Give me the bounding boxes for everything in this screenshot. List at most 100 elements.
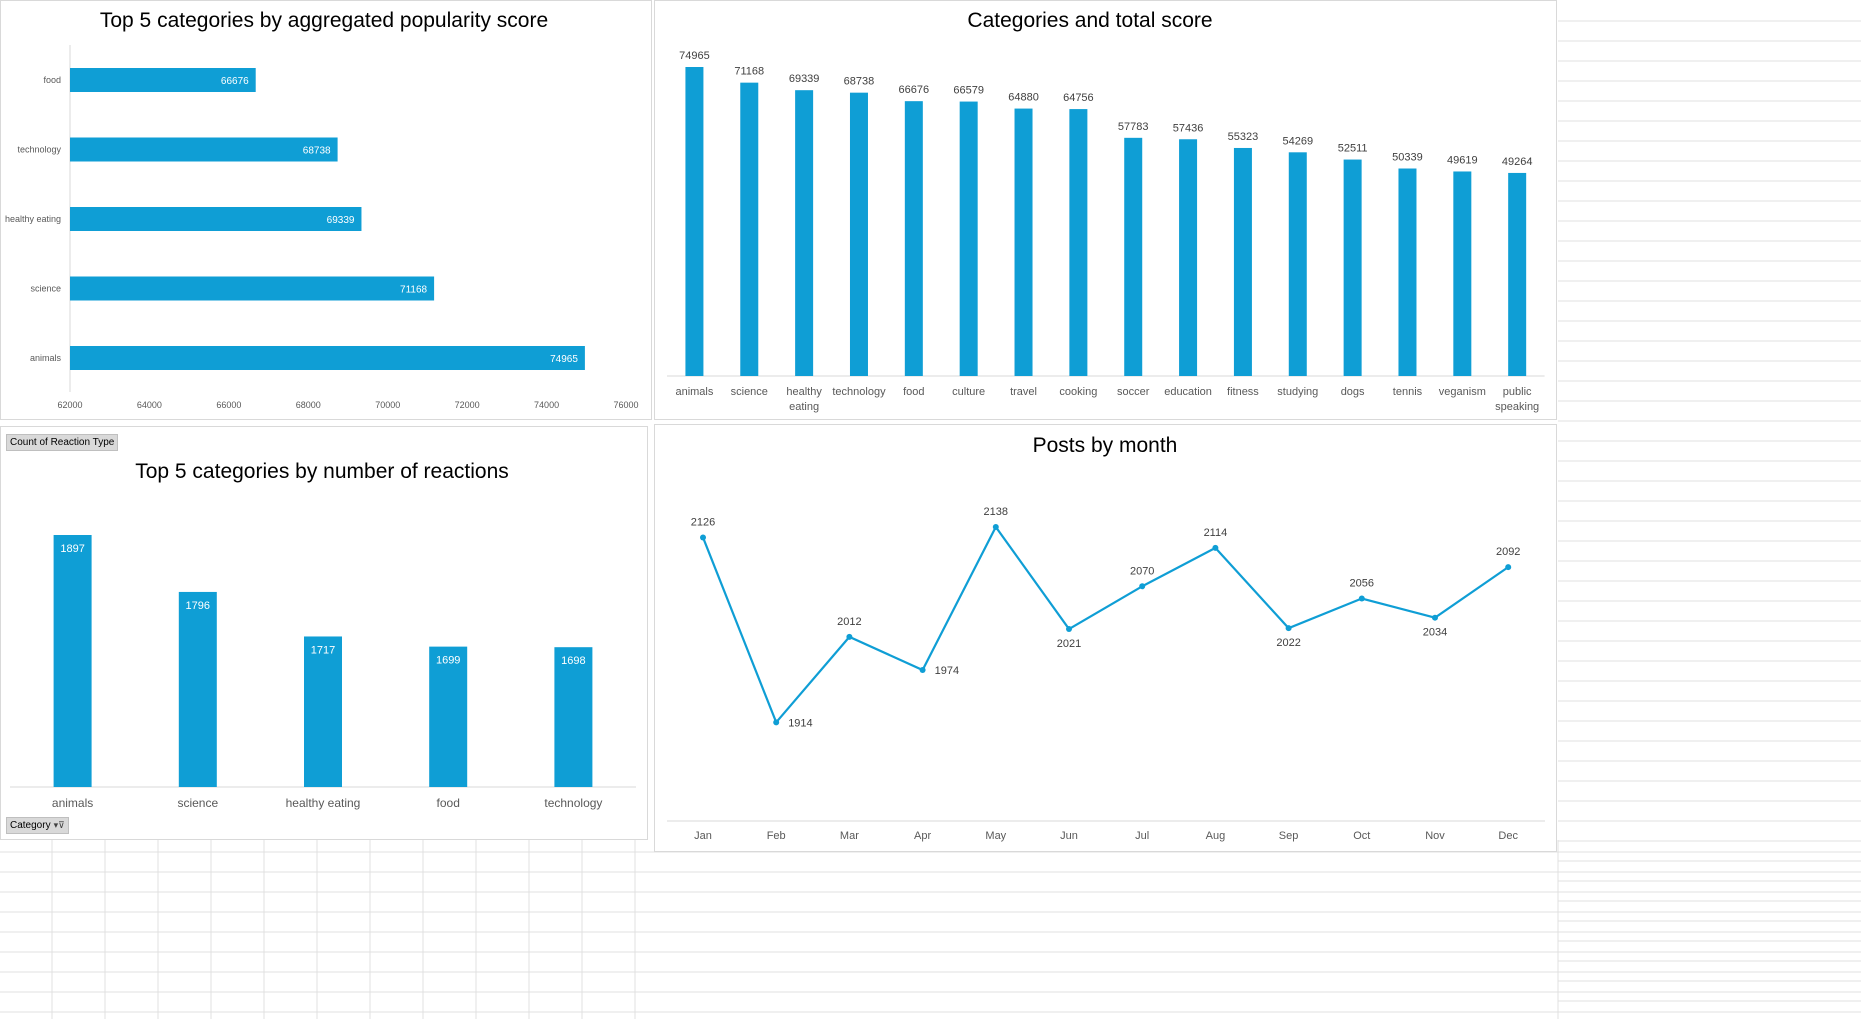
pivot-field-category[interactable]: Category ▾⊽ — [6, 817, 69, 834]
chart-categories-total[interactable]: Categories and total score 74965 animals 7… — [654, 0, 1557, 420]
chart-title: Top 5 categories by number of reactions — [135, 460, 509, 483]
data-label: 57783 — [1118, 121, 1149, 133]
data-label: 71168 — [734, 66, 764, 78]
x-tick-label: soccer — [1117, 386, 1150, 398]
y-tick-label: food — [43, 75, 61, 85]
bar — [70, 137, 338, 162]
bar — [1179, 139, 1198, 376]
bar — [1233, 147, 1252, 376]
x-tick-label: food — [437, 796, 460, 810]
bar — [795, 90, 814, 376]
data-label: 64880 — [1008, 92, 1039, 104]
data-label: 2126 — [691, 516, 715, 528]
x-tick-label: technology — [544, 796, 602, 810]
data-label: 66676 — [899, 84, 930, 96]
bar — [1014, 108, 1033, 377]
bar — [70, 276, 435, 301]
x-tick-label: studying — [1277, 386, 1318, 398]
filter-dropdown-icon[interactable]: ▾⊽ — [53, 820, 65, 830]
y-tick-label: animals — [30, 353, 62, 363]
x-tick-label: Jul — [1135, 830, 1149, 842]
bar — [304, 636, 342, 787]
x-tick-label: Feb — [767, 830, 786, 842]
x-tick-label: Jan — [694, 830, 712, 842]
data-point — [1066, 626, 1072, 633]
chart-top-reactions[interactable]: Top 5 categories by number of reactions … — [0, 426, 648, 840]
data-label: 1796 — [186, 600, 210, 612]
chart-categories-total-svg: Categories and total score 74965 animals 7… — [667, 9, 1545, 413]
data-point — [1212, 544, 1219, 551]
x-tick-label: Sep — [1279, 830, 1299, 842]
data-label: 54269 — [1282, 135, 1313, 147]
data-label: 2056 — [1350, 578, 1374, 590]
data-label: 2114 — [1204, 527, 1228, 539]
x-tick-label: culture — [952, 386, 985, 398]
data-label: 2022 — [1276, 637, 1300, 649]
data-label: 2070 — [1130, 565, 1154, 577]
chart-title: Top 5 categories by aggregated popularit… — [100, 9, 548, 32]
chart-top-popularity-svg: Top 5 categories by aggregated popularit… — [5, 9, 639, 410]
data-point — [992, 524, 999, 530]
data-label: 74965 — [679, 50, 710, 62]
pivot-field-label: Count of Reaction Type — [10, 437, 115, 448]
x-tick-label: speaking — [1495, 401, 1539, 413]
data-label: 68738 — [303, 146, 331, 157]
x-tick-label: public — [1503, 386, 1532, 398]
bar — [70, 346, 585, 370]
data-point — [1432, 614, 1438, 621]
data-label: 52511 — [1338, 143, 1368, 155]
bar — [1343, 159, 1362, 376]
bar — [1398, 168, 1417, 376]
x-tick-label: veganism — [1439, 386, 1486, 398]
x-tick-label: animals — [675, 386, 713, 398]
data-label: 64756 — [1063, 92, 1094, 104]
x-tick-label: eating — [789, 401, 819, 413]
data-label: 2092 — [1496, 546, 1520, 558]
x-tick-label: 76000 — [613, 400, 638, 410]
x-tick-label: healthy eating — [286, 796, 361, 810]
chart-top-popularity[interactable]: Top 5 categories by aggregated popularit… — [0, 0, 652, 420]
y-tick-label: healthy eating — [5, 214, 61, 224]
x-tick-label: Mar — [840, 830, 859, 842]
data-point — [700, 534, 706, 541]
bar — [740, 82, 759, 376]
data-label: 2034 — [1423, 627, 1447, 639]
x-tick-label: technology — [832, 386, 886, 398]
y-tick-label: technology — [17, 145, 61, 155]
bar — [849, 92, 868, 376]
x-tick-label: Aug — [1206, 830, 1226, 842]
data-label: 69339 — [327, 215, 355, 226]
data-point — [1505, 564, 1512, 571]
data-label: 68738 — [844, 76, 875, 88]
bar — [959, 101, 978, 376]
bar — [178, 591, 217, 787]
chart-title: Categories and total score — [967, 9, 1212, 32]
data-label: 66579 — [953, 85, 984, 97]
x-tick-label: science — [731, 386, 768, 398]
x-tick-label: healthy — [786, 386, 822, 398]
pivot-field-count-of-reaction-type[interactable]: Count of Reaction Type — [6, 434, 119, 451]
data-point — [1358, 595, 1365, 602]
bar — [70, 207, 362, 231]
data-label: 1974 — [935, 665, 959, 677]
data-point — [1139, 583, 1146, 590]
x-tick-label: May — [985, 830, 1006, 842]
data-label: 2138 — [984, 506, 1008, 518]
x-tick-label: Oct — [1353, 830, 1370, 842]
chart-posts-by-month-svg: Posts by month 2126 Jan 1914 Feb 2012 Mar 1974… — [667, 434, 1545, 842]
chart-posts-by-month[interactable]: Posts by month 2126 Jan 1914 Feb 2012 Mar 1974… — [654, 424, 1557, 852]
data-point — [919, 667, 926, 674]
data-label: 1914 — [788, 717, 812, 729]
bar — [1508, 172, 1527, 376]
x-tick-label: Jun — [1060, 830, 1078, 842]
x-tick-label: Dec — [1498, 830, 1518, 842]
data-label: 49264 — [1502, 156, 1533, 168]
pivot-field-label: Category — [10, 820, 51, 831]
x-tick-label: science — [177, 796, 218, 810]
data-point — [773, 719, 780, 726]
x-tick-label: dogs — [1341, 386, 1365, 398]
data-label: 71168 — [400, 285, 428, 296]
bar — [1124, 137, 1143, 376]
series-line — [701, 524, 1509, 725]
